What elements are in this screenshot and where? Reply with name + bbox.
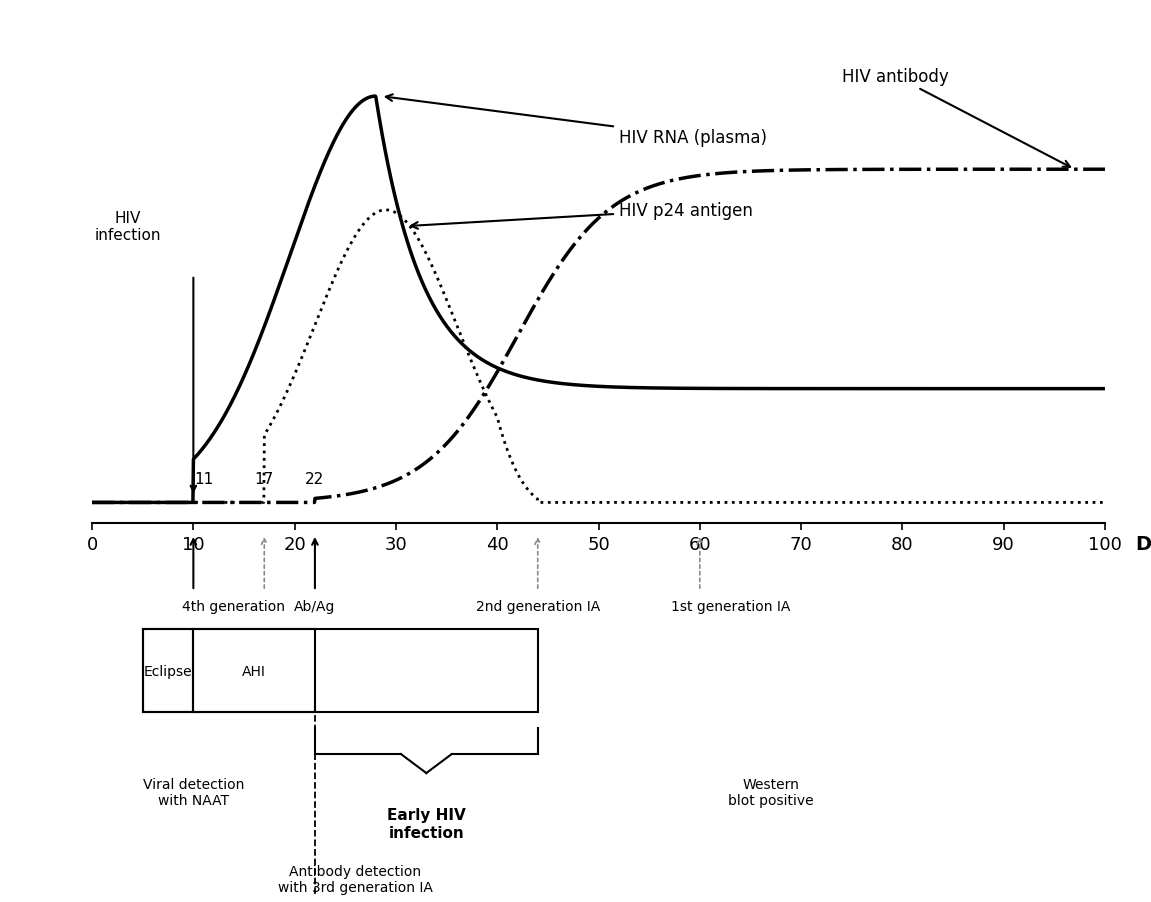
Text: 22: 22 (305, 472, 325, 487)
Text: Ab/Ag: Ab/Ag (295, 599, 336, 613)
Text: 17: 17 (254, 472, 274, 487)
Text: Antibody detection
with 3rd generation IA: Antibody detection with 3rd generation I… (279, 864, 433, 894)
Text: 11: 11 (193, 472, 213, 487)
Text: Early HIV
infection: Early HIV infection (387, 807, 466, 840)
Text: 2nd generation IA: 2nd generation IA (475, 599, 600, 613)
Text: HIV RNA (plasma): HIV RNA (plasma) (386, 96, 767, 146)
Text: HIV
infection: HIV infection (94, 211, 161, 243)
Text: Days: Days (1135, 534, 1151, 553)
Bar (143, 630, 538, 713)
Text: HIV p24 antigen: HIV p24 antigen (411, 202, 753, 229)
Text: AHI: AHI (242, 664, 266, 678)
Text: Viral detection
with NAAT: Viral detection with NAAT (143, 777, 244, 807)
Text: HIV antibody: HIV antibody (841, 68, 1070, 168)
Bar (193, 630, 315, 713)
Text: Western
blot positive: Western blot positive (727, 777, 814, 807)
Text: 4th generation: 4th generation (182, 599, 285, 613)
Bar (143, 630, 193, 713)
Text: Eclipse: Eclipse (144, 664, 192, 678)
Text: 1st generation IA: 1st generation IA (671, 599, 790, 613)
